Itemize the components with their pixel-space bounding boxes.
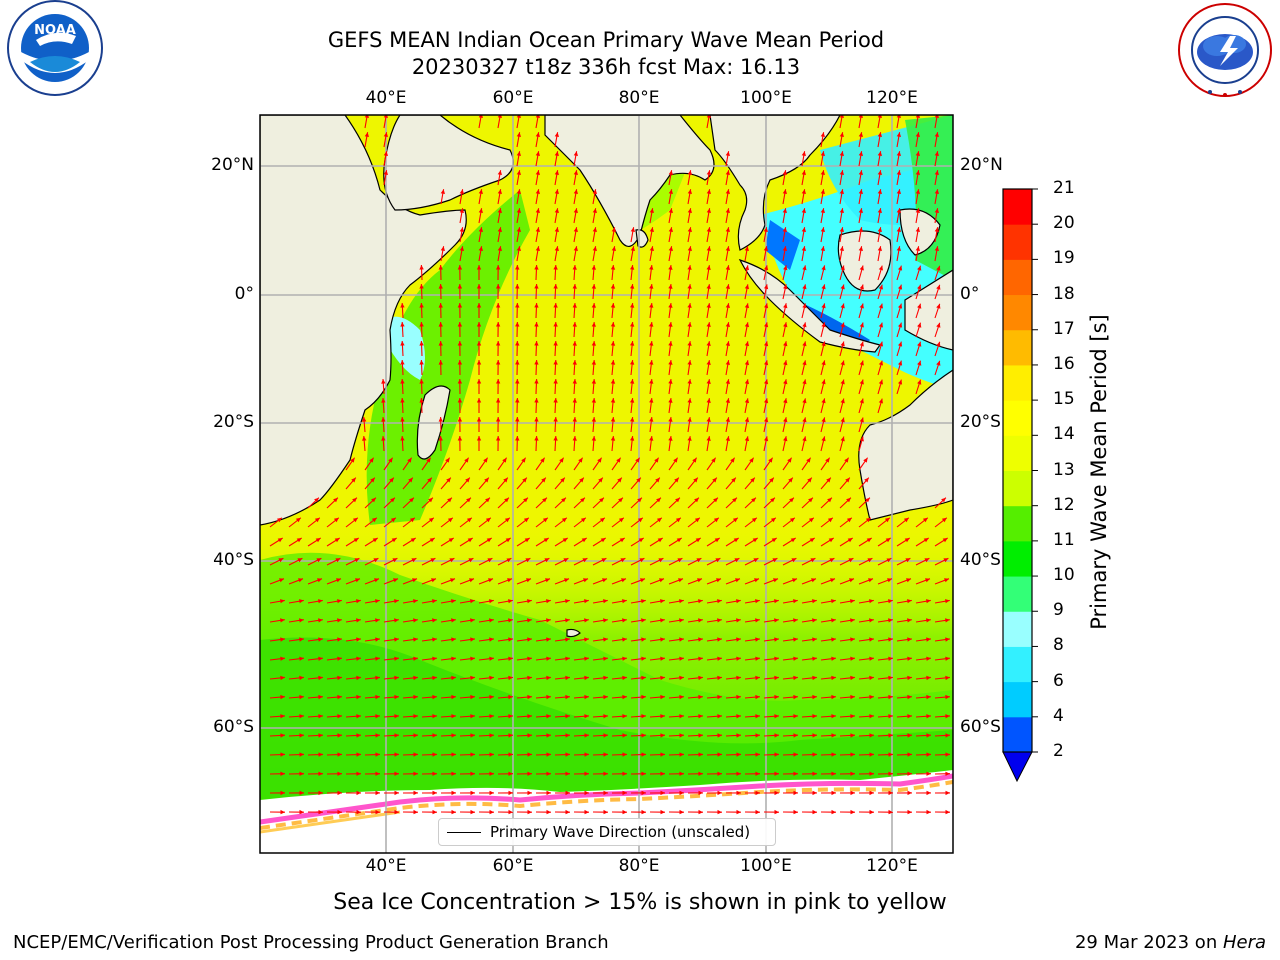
lon-label-top-80e: 80°E: [618, 88, 660, 108]
wave-direction-arrows: [269, 115, 951, 815]
lon-label-bottom-40e: 40°E: [365, 856, 407, 876]
colorbar-band: [1003, 611, 1032, 647]
lat-label-left-20s: 20°S: [213, 412, 254, 432]
lat-label-left-60s: 60°S: [213, 717, 254, 737]
forecast-subtitle: 20230327 t18z 336h fcst Max: 16.13: [411, 55, 801, 79]
map-legend: Primary Wave Direction (unscaled): [438, 818, 776, 846]
colorbar-band: [1003, 259, 1032, 296]
footer-host: Hera: [1222, 932, 1266, 953]
noaa-logo-text: NOAA: [34, 23, 76, 38]
colorbar-tick-label: 17: [1053, 318, 1075, 339]
nws-logo: [1178, 3, 1272, 97]
lon-label-bottom-60e: 60°E: [492, 856, 534, 876]
colorbar-tick-label: 16: [1053, 353, 1075, 374]
lat-label-right-20s: 20°S: [960, 412, 1001, 432]
footer-branch: NCEP/EMC/Verification Post Processing Pr…: [13, 932, 609, 953]
colorbar-band: [1003, 646, 1032, 683]
colorbar-tick-label: 15: [1053, 389, 1075, 410]
colorbar-band: [1003, 505, 1032, 542]
colorbar-band: [1003, 716, 1032, 753]
colorbar-tick-label: 19: [1053, 248, 1075, 269]
legend-line-sample: [447, 832, 481, 833]
legend-label: Primary Wave Direction (unscaled): [490, 823, 751, 841]
colorbar-band: [1003, 435, 1032, 471]
lon-label-bottom-120e: 120°E: [866, 856, 918, 876]
colorbar-tick-label: 9: [1053, 600, 1064, 621]
noaa-logo: NOAA: [7, 0, 103, 96]
colorbar-tick-label: 20: [1053, 213, 1075, 234]
lat-label-left-0: 0°: [234, 284, 254, 304]
colorbar-band: [1003, 681, 1032, 718]
chart-title: GEFS MEAN Indian Ocean Primary Wave Mean…: [327, 28, 885, 52]
western-coastal-band: [366, 190, 530, 525]
colorbar-band: [1003, 189, 1032, 225]
colorbar-band: [1003, 470, 1032, 507]
sea-ice-note: Sea Ice Concentration > 15% is shown in …: [333, 890, 947, 915]
lat-label-right-40s: 40°S: [960, 550, 1001, 570]
colorbar-tick-label: 2: [1053, 741, 1064, 761]
colorbar-tick-label: 18: [1053, 283, 1075, 304]
colorbar-band: [1003, 329, 1032, 366]
colorbar-tick-label: 4: [1053, 705, 1064, 726]
lat-label-right-0: 0°: [960, 284, 980, 304]
graticule: [260, 115, 953, 853]
lat-label-left-40s: 40°S: [213, 550, 254, 570]
footer-date-text: 29 Mar 2023 on: [1074, 932, 1223, 953]
colorbar-band: [1003, 294, 1032, 331]
colorbar-tick-label: 12: [1053, 494, 1075, 515]
colorbar-extend-arrow: [1002, 751, 1033, 783]
colorbar-band: [1003, 400, 1032, 436]
lon-label-bottom-100e: 100°E: [740, 856, 792, 876]
colorbar-tick-label: 21: [1053, 178, 1075, 198]
colorbar-band: [1003, 364, 1032, 401]
colorbar-tick-label: 13: [1053, 459, 1075, 480]
colorbar-band: [1003, 224, 1032, 260]
lon-label-top-40e: 40°E: [365, 88, 407, 108]
colorbar-label: Primary Wave Mean Period [s]: [1087, 314, 1111, 630]
lat-label-right-20n: 20°N: [960, 155, 1003, 175]
colorbar-band: [1003, 576, 1032, 612]
colorbar-band: [1003, 540, 1032, 577]
colorbar-tick-label: 11: [1053, 529, 1075, 550]
lon-label-bottom-80e: 80°E: [618, 856, 660, 876]
colorbar-tick-label: 6: [1053, 670, 1064, 691]
colorbar-tick-label: 8: [1053, 635, 1064, 656]
footer-date: 29 Mar 2023 on Hera: [1075, 932, 1266, 953]
lon-label-top-100e: 100°E: [740, 88, 792, 108]
lon-label-top-60e: 60°E: [492, 88, 534, 108]
colorbar-tick-label: 14: [1053, 424, 1075, 445]
lat-label-right-60s: 60°S: [960, 717, 1001, 737]
lon-label-top-120e: 120°E: [866, 88, 918, 108]
colorbar-tick-label: 10: [1053, 565, 1075, 586]
map-frame: [259, 114, 954, 854]
lat-label-left-20n: 20°N: [211, 155, 254, 175]
